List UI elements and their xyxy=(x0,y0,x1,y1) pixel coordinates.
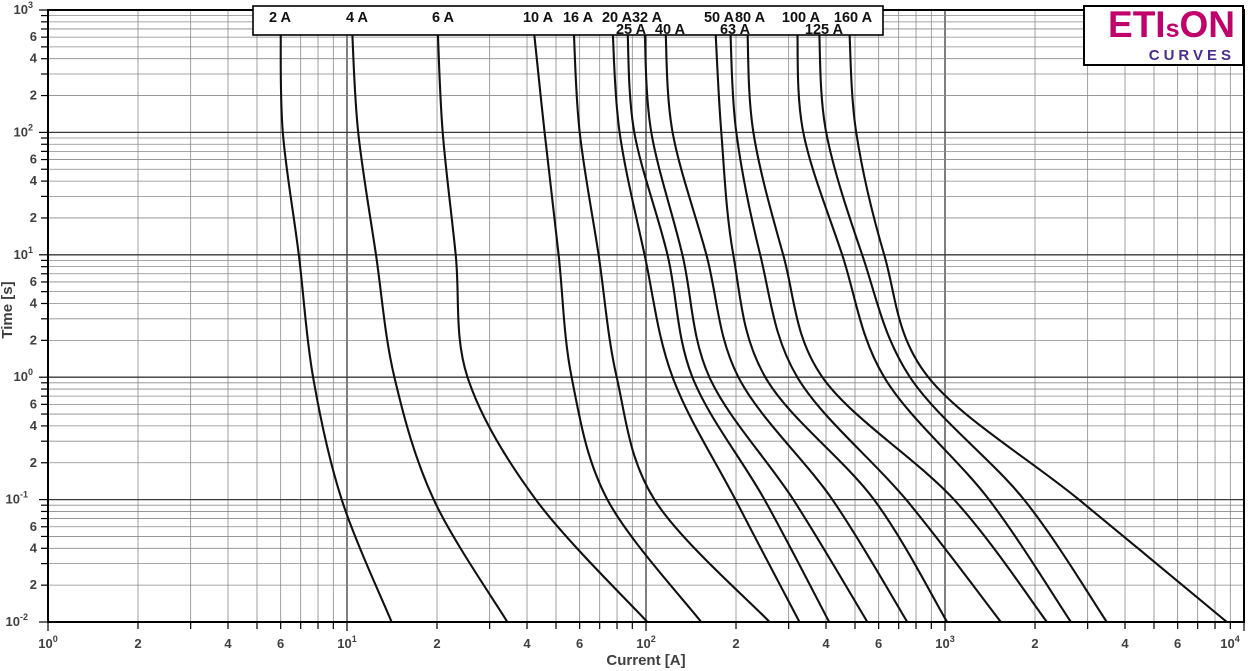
y-axis-title: Time [s] xyxy=(0,281,16,338)
curve-2A xyxy=(279,27,393,622)
curve-63A xyxy=(729,27,1002,622)
axis-ticks xyxy=(39,9,1245,631)
x-tick-label: 6 xyxy=(1174,636,1181,651)
curve-4A xyxy=(351,27,509,622)
logo-eti: ETI xyxy=(1108,3,1166,45)
y-tick-label: 6 xyxy=(30,396,37,411)
curve-label-80A: 80 A xyxy=(735,10,766,26)
curve-label-100A: 100 A xyxy=(782,10,821,26)
y-tick-label: 101 xyxy=(14,245,33,262)
y-tick-label: 6 xyxy=(30,519,37,534)
x-tick-label: 4 xyxy=(224,636,232,651)
curve-label-20A: 20 A xyxy=(602,10,633,26)
x-tick-label: 100 xyxy=(38,634,57,651)
curve-label-16A: 16 A xyxy=(563,10,594,26)
y-tick-label: 2 xyxy=(30,455,37,470)
curve-label-6A: 6 A xyxy=(432,10,455,26)
curve-10A xyxy=(532,27,703,622)
curve-label-32A: 32 A xyxy=(632,10,663,26)
x-tick-label: 104 xyxy=(1220,634,1239,651)
curve-label-25A: 25 A xyxy=(616,22,647,38)
x-tick-label: 6 xyxy=(277,636,284,651)
y-tick-label: 2 xyxy=(30,210,37,225)
curve-6A xyxy=(436,27,649,622)
curve-160A xyxy=(848,27,1228,622)
y-tick-label: 6 xyxy=(30,274,37,289)
curve-label-40A: 40 A xyxy=(655,22,686,38)
y-tick-label: 4 xyxy=(30,418,38,433)
curve-20A xyxy=(611,27,801,622)
x-tick-label: 103 xyxy=(935,634,954,651)
x-tick-label: 4 xyxy=(523,636,531,651)
curve-50A xyxy=(714,27,949,622)
x-tick-label: 6 xyxy=(875,636,882,651)
curve-100A xyxy=(796,27,1072,622)
x-tick-label: 2 xyxy=(1031,636,1038,651)
curve-label-4A: 4 A xyxy=(346,10,369,26)
y-tick-label: 6 xyxy=(30,152,37,167)
x-tick-label: 2 xyxy=(732,636,739,651)
curve-label-50A: 50 A xyxy=(704,10,735,26)
logo-on: ON xyxy=(1179,3,1236,45)
curve-80A xyxy=(746,27,1049,622)
curve-label-2A: 2 A xyxy=(269,10,292,26)
x-axis-title: Current [A] xyxy=(606,652,685,669)
axis-tick-labels: 100 2 4 6 101 2 4 6 102 2 4 6 103 2 4 6 104 103 6 4 2 102 6 4 2 1… xyxy=(6,0,1240,651)
x-tick-label: 6 xyxy=(576,636,583,651)
curve-label-10A: 10 A xyxy=(523,10,554,26)
y-tick-label: 100 xyxy=(14,367,33,384)
curve-label-strip: 2 A 4 A 6 A 10 A 16 A 20 A 32 A 50 A 80 A 100 A 16… xyxy=(269,10,873,38)
curve-label-box xyxy=(252,5,884,36)
y-tick-label: 2 xyxy=(30,577,37,592)
y-tick-label: 2 xyxy=(30,332,37,347)
y-tick-label: 4 xyxy=(30,296,38,311)
x-tick-label: 102 xyxy=(636,634,655,651)
y-tick-label: 2 xyxy=(30,88,37,103)
y-tick-label: 4 xyxy=(30,540,38,555)
x-tick-label: 101 xyxy=(337,634,356,651)
etison-logo: ETIsON CURVES xyxy=(1083,5,1244,66)
curve-label-125A: 125 A xyxy=(805,22,844,38)
curve-25A xyxy=(626,27,831,622)
x-tick-label: 4 xyxy=(1121,636,1129,651)
y-tick-label: 10-1 xyxy=(6,490,28,507)
curve-label-160A: 160 A xyxy=(834,10,873,26)
x-tick-label: 4 xyxy=(822,636,830,651)
y-tick-label: 4 xyxy=(30,173,38,188)
y-tick-label: 4 xyxy=(30,51,38,66)
curve-40A xyxy=(664,27,909,622)
curve-16A xyxy=(572,27,771,622)
logo-brand-text: ETIsON xyxy=(1108,6,1235,46)
y-tick-label: 102 xyxy=(14,122,33,139)
x-tick-label: 2 xyxy=(433,636,440,651)
logo-subtitle: CURVES xyxy=(1148,46,1235,64)
curves xyxy=(279,27,1228,622)
y-tick-label: 6 xyxy=(30,29,37,44)
curve-125A xyxy=(818,27,1108,622)
y-tick-label: 10-2 xyxy=(6,612,28,629)
curve-32A xyxy=(643,27,869,622)
curve-label-63A: 63 A xyxy=(720,22,751,38)
logo-s: s xyxy=(1165,14,1180,43)
x-tick-label: 2 xyxy=(134,636,141,651)
y-tick-label: 103 xyxy=(14,0,33,17)
grid xyxy=(47,9,1245,623)
